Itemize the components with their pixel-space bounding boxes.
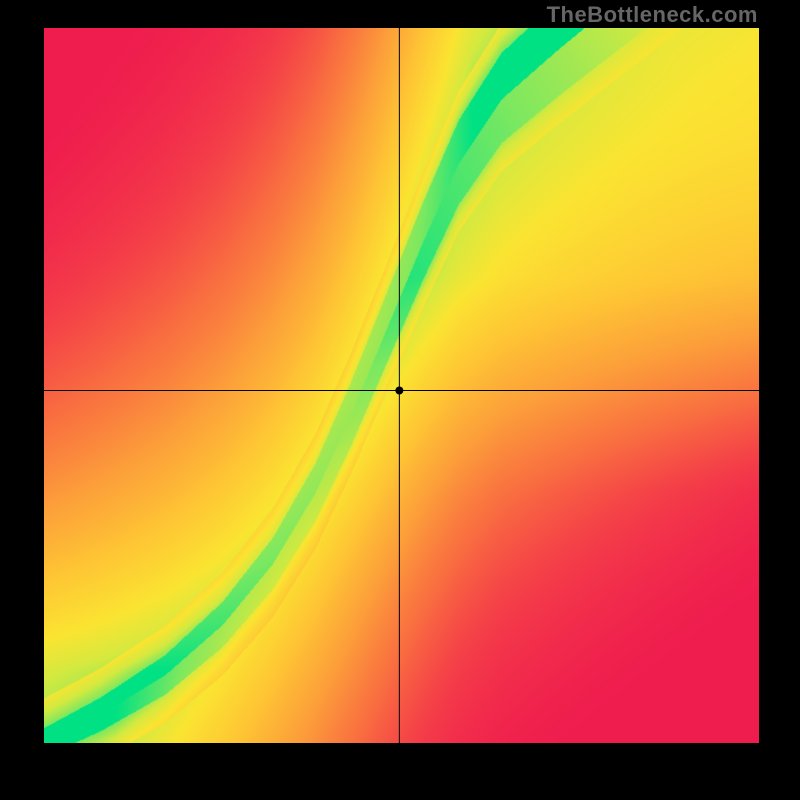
chart-container: TheBottleneck.com [0, 0, 800, 800]
watermark-label: TheBottleneck.com [547, 2, 758, 28]
heatmap-plot [44, 28, 759, 743]
